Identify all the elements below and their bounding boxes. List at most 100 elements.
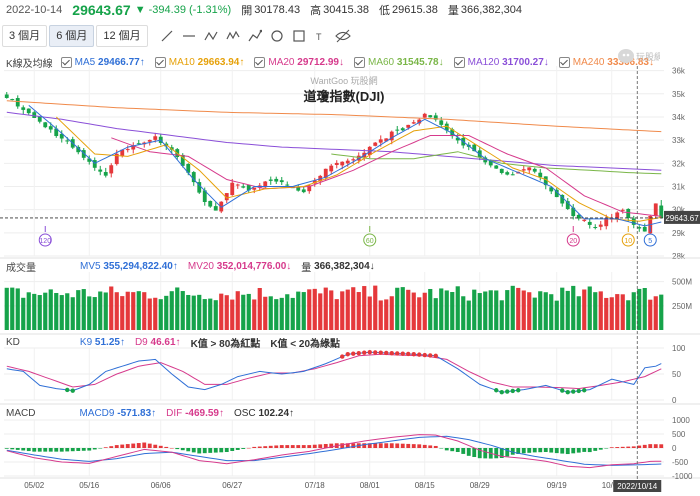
osc-bar <box>395 443 400 448</box>
osc-bar <box>554 448 559 454</box>
candle-body <box>659 205 664 218</box>
osc-bar <box>494 448 499 459</box>
kd-overbought-dot <box>345 352 350 357</box>
volume-bar <box>351 287 356 330</box>
legend-ma5[interactable]: MA5 29466.77↑ <box>60 57 145 68</box>
range-6m-button[interactable]: 6 個月 <box>49 25 95 47</box>
volume-bar <box>114 292 119 330</box>
legend-ma10[interactable]: MA10 29663.94↑ <box>154 57 245 68</box>
legend-ma20[interactable]: MA20 29712.99↓ <box>254 57 344 68</box>
kd-overbought-dot <box>373 350 378 355</box>
ma240-checkbox[interactable] <box>558 57 570 68</box>
legend-ma240[interactable]: MA240 33366.83↓ <box>558 57 654 68</box>
candle-body <box>114 153 119 165</box>
osc-bar <box>65 448 70 452</box>
volume-bar <box>648 299 653 330</box>
volume-bar <box>301 292 306 330</box>
volume-bar <box>532 297 537 330</box>
ma10-checkbox[interactable] <box>154 57 166 68</box>
volume-bar <box>48 289 53 330</box>
range-12m-button[interactable]: 12 個月 <box>96 25 148 47</box>
volume-bar <box>620 294 625 330</box>
volume-bar <box>208 298 213 330</box>
kd-overbought-dot <box>395 351 400 356</box>
measure-icon[interactable] <box>244 25 266 47</box>
candle-body <box>274 178 279 182</box>
osc-bar <box>268 445 273 448</box>
osc-bar <box>213 448 218 453</box>
low-value: 29615.38 <box>391 4 438 16</box>
osc-bar <box>593 448 598 451</box>
kd-overbought-dot <box>433 353 438 358</box>
ma5-checkbox[interactable] <box>60 57 72 68</box>
legend-ma120[interactable]: MA120 31700.27↓ <box>453 57 549 68</box>
ma10-value: 29663.94↑ <box>197 57 245 68</box>
volume-bar <box>169 291 174 330</box>
volume-bar <box>10 287 15 330</box>
zigzag-icon[interactable] <box>200 25 222 47</box>
osc-bar <box>362 443 367 448</box>
volume-tick-label: 500M <box>672 278 692 287</box>
kd-overbought-dot <box>351 351 356 356</box>
candle-body <box>389 131 394 141</box>
osc-bar <box>131 443 136 448</box>
osc-bar <box>241 448 246 449</box>
osc-bar <box>191 448 196 453</box>
osc-bar <box>428 445 433 448</box>
quote-date: 2022-10-14 <box>6 4 63 16</box>
volume-bar <box>505 290 510 330</box>
ma20-checkbox[interactable] <box>254 57 266 68</box>
last-price: 29643.67 <box>72 2 131 18</box>
volume-bar <box>323 287 328 330</box>
volume-bar <box>367 296 372 330</box>
candle-body <box>81 150 86 158</box>
volume-bar <box>131 292 136 330</box>
volume-bar <box>318 293 323 330</box>
kd-oversold-dot <box>70 388 75 393</box>
volume-bar <box>213 300 218 330</box>
x-tick-label: 08/15 <box>415 481 436 490</box>
ma20-label: MA20 <box>268 57 295 68</box>
volume-bar <box>560 287 565 330</box>
osc-bar <box>59 448 64 452</box>
volume-bar <box>224 295 229 330</box>
osc-bar <box>433 445 438 448</box>
candle-body <box>345 160 350 164</box>
circle-icon[interactable] <box>266 25 288 47</box>
horizontal-line-icon[interactable] <box>178 25 200 47</box>
volume-section-title: 成交量 <box>6 263 36 274</box>
kd-overbought-dot <box>384 350 389 356</box>
candle-body <box>246 185 251 191</box>
macd-tick-label: 500 <box>672 430 686 439</box>
osc-bar <box>312 444 317 448</box>
legend-ma60[interactable]: MA60 31545.78↓ <box>353 57 444 68</box>
volume-bar <box>103 292 108 330</box>
osc-bar <box>461 448 466 454</box>
kd-oversold-dot <box>516 388 521 393</box>
ma60-checkbox[interactable] <box>353 57 365 68</box>
candle-body <box>109 165 114 174</box>
osc-bar <box>378 443 383 448</box>
candle-body <box>384 138 389 142</box>
text-icon[interactable]: T <box>310 25 332 47</box>
candle-body <box>301 189 306 193</box>
kd-tick-label: 100 <box>672 344 686 353</box>
range-3m-button[interactable]: 3 個月 <box>2 25 48 47</box>
candle-body <box>125 149 130 151</box>
volume-bar <box>180 291 185 330</box>
open-label: 開 <box>241 5 253 17</box>
osc-bar <box>582 448 587 452</box>
rectangle-icon[interactable] <box>288 25 310 47</box>
ma10-label: MA10 <box>168 57 195 68</box>
hide-icon[interactable] <box>332 25 354 47</box>
ma120-checkbox[interactable] <box>453 57 465 68</box>
volume-bar <box>191 295 196 330</box>
wave-icon[interactable] <box>222 25 244 47</box>
osc-bar <box>499 448 504 459</box>
line-tool-icon[interactable] <box>156 25 178 47</box>
volume-bar <box>235 291 240 330</box>
kd-note-green: K值 < 20為綠點 <box>270 339 341 350</box>
low-label: 低 <box>378 5 390 17</box>
osc-bar <box>32 448 37 452</box>
